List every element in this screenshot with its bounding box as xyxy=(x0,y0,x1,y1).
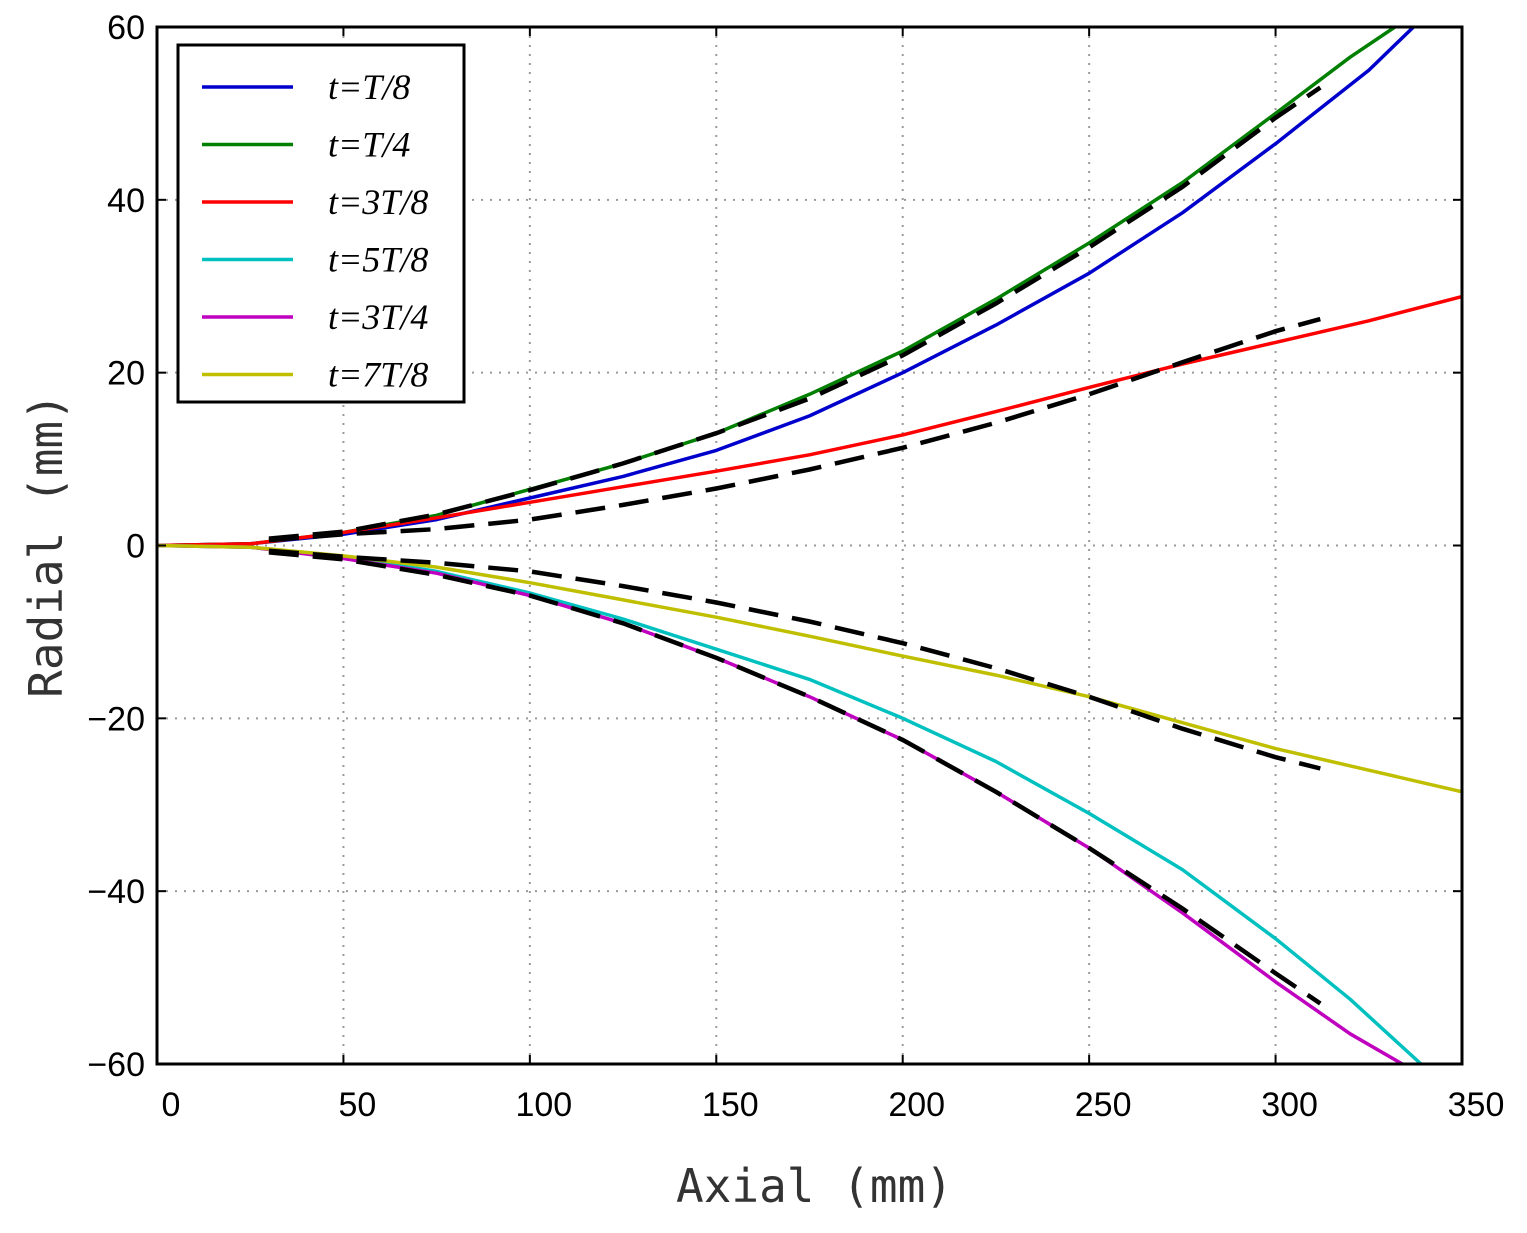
legend-entry: t=T/8 xyxy=(202,67,410,107)
y-tick-label: −40 xyxy=(87,873,145,911)
x-tick-label: 200 xyxy=(888,1086,945,1124)
x-tick-label: 300 xyxy=(1261,1086,1318,1124)
model-lower-steep xyxy=(268,550,1322,1006)
y-tick-labels: 60 40 20 0 −20 −40 −60 xyxy=(87,9,1462,1084)
legend-label: t=7T/8 xyxy=(328,355,428,395)
legend-label: t=3T/4 xyxy=(328,297,428,337)
legend-label: t=3T/8 xyxy=(328,182,428,222)
legend-entry: t=3T/8 xyxy=(202,182,428,222)
x-tick-label: 150 xyxy=(702,1086,759,1124)
y-tick-label: 60 xyxy=(107,9,145,47)
series-line-5 xyxy=(157,543,1405,1064)
model-upper-shallow xyxy=(268,316,1321,543)
x-tick-labels: 0 50 100 150 200 250 300 350 xyxy=(156,27,1505,1124)
legend-box xyxy=(176,43,466,404)
y-tick-label: 0 xyxy=(126,528,145,566)
y-axis-title: Radial (mm) xyxy=(19,393,73,698)
x-tick-label: 0 xyxy=(162,1086,181,1124)
legend-label: t=T/4 xyxy=(328,125,410,165)
legend-entry: t=T/4 xyxy=(202,125,410,165)
model-lower-shallow xyxy=(268,548,1321,771)
x-tick-label: 100 xyxy=(515,1086,572,1124)
x-tick-label: 50 xyxy=(339,1086,377,1124)
y-tick-label: 20 xyxy=(107,355,145,393)
x-tick-label: 250 xyxy=(1075,1086,1132,1124)
series-line-1 xyxy=(157,27,1416,548)
x-axis-title: Axial (mm) xyxy=(676,1159,953,1213)
legend-label: t=T/8 xyxy=(328,67,410,107)
legend-entry: t=7T/8 xyxy=(202,355,428,395)
legend: t=T/8 t=T/4 t=3T/8 t=5T/8 t=3T/4 t=7T/8 xyxy=(176,43,466,404)
legend-entry: t=5T/8 xyxy=(202,240,428,280)
series-line-4 xyxy=(157,543,1423,1064)
y-tick-label: −20 xyxy=(87,700,145,738)
x-tick-label: 350 xyxy=(1448,1086,1505,1124)
legend-entry: t=3T/4 xyxy=(202,297,428,337)
model-dashed-layer xyxy=(268,85,1322,1006)
legend-label: t=5T/8 xyxy=(328,240,428,280)
model-upper-steep xyxy=(268,85,1322,541)
y-tick-label: −60 xyxy=(87,1046,145,1084)
y-tick-label: 40 xyxy=(107,182,145,220)
